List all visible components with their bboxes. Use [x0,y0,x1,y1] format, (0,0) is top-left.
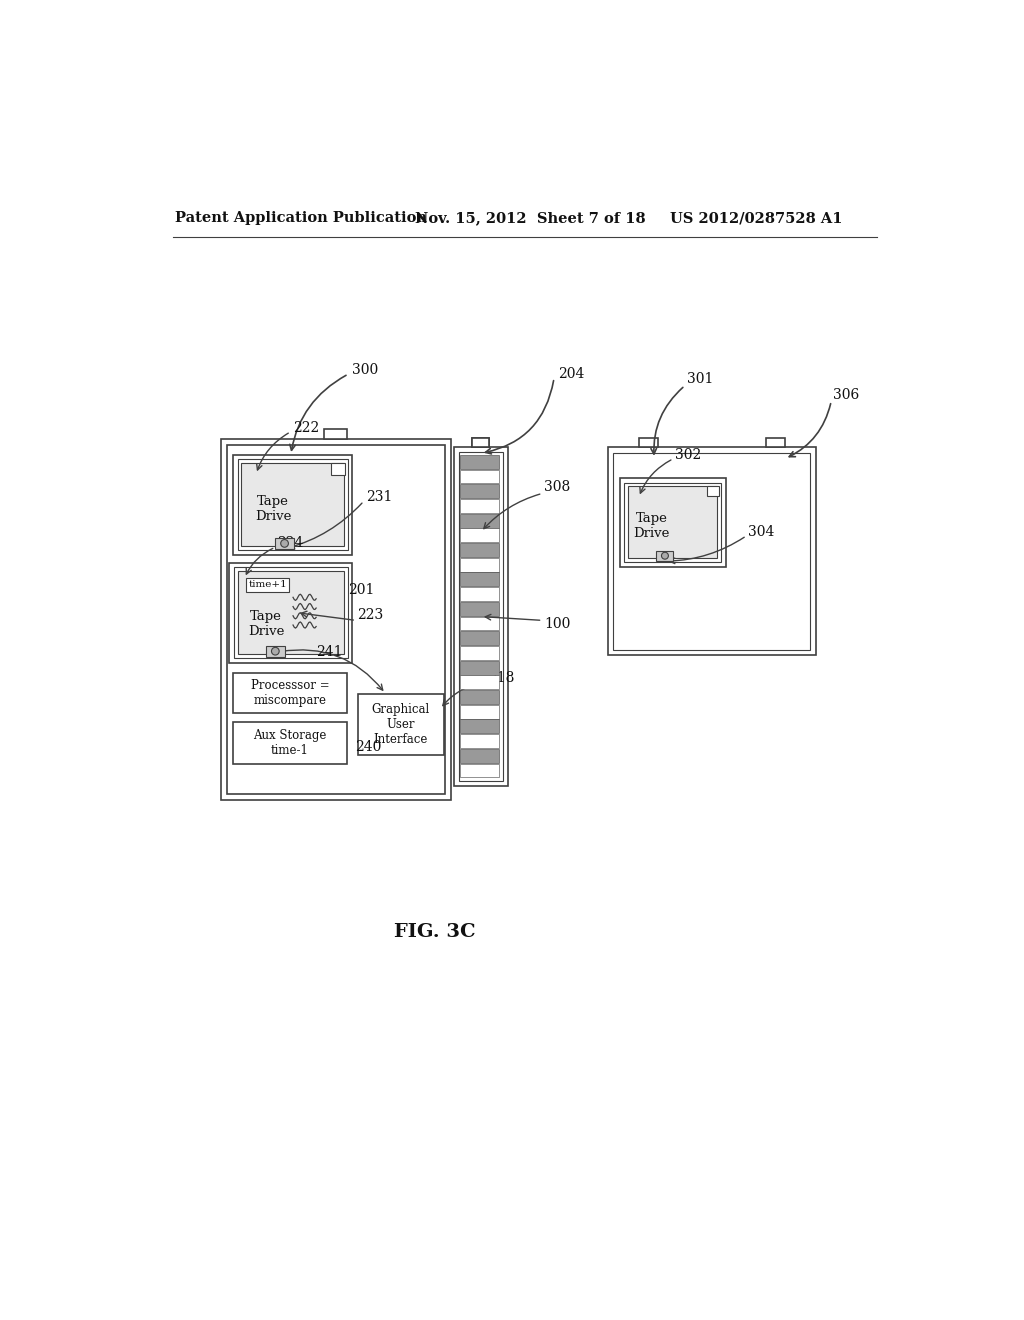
Bar [238,572,344,655]
Bar [460,645,499,660]
Bar [460,705,499,718]
Bar [226,445,445,795]
Bar [233,455,352,554]
Text: Tape
Drive: Tape Drive [248,610,285,639]
Bar [472,438,488,447]
Text: 224: 224 [276,536,303,550]
Bar [460,763,499,777]
Bar [460,528,499,543]
Text: 306: 306 [833,388,859,401]
Text: Patent Application Publication: Patent Application Publication [175,211,427,226]
Bar [460,587,499,601]
Bar [331,462,345,475]
Bar [460,676,499,689]
Bar [472,438,488,447]
Text: 204: 204 [558,367,585,381]
Text: 230: 230 [262,731,289,746]
Bar [628,486,717,558]
Bar [357,693,444,755]
Text: 201: 201 [348,582,375,597]
Text: Nov. 15, 2012  Sheet 7 of 18: Nov. 15, 2012 Sheet 7 of 18 [416,211,646,226]
Bar [229,562,352,663]
Text: 218: 218 [487,671,514,685]
Bar [639,438,658,447]
Bar [707,486,719,496]
Text: 304: 304 [749,525,774,539]
Bar [460,602,499,615]
Bar [460,660,499,675]
Text: Aux Storage
time-1: Aux Storage time-1 [253,729,327,756]
Text: 300: 300 [352,363,379,378]
Bar [460,631,499,645]
Bar [324,429,347,440]
Text: 240: 240 [354,739,381,754]
Text: 301: 301 [687,372,714,387]
Text: 222: 222 [293,421,319,434]
Bar [459,451,503,781]
Bar [656,552,674,561]
Text: US 2012/0287528 A1: US 2012/0287528 A1 [670,211,842,226]
Text: 100: 100 [544,618,570,631]
Text: 241: 241 [316,645,343,659]
Text: Graphical
User
Interface: Graphical User Interface [372,702,430,746]
Bar [460,513,499,528]
Bar [233,568,348,659]
Text: 302: 302 [675,447,701,462]
Bar [275,539,294,549]
Circle shape [281,540,289,548]
Text: time+1: time+1 [248,581,287,590]
Bar [266,645,285,656]
Bar [460,543,499,557]
Bar [460,573,499,586]
Bar [242,463,344,546]
Bar [246,578,289,591]
Text: 308: 308 [544,480,570,494]
Bar [460,470,499,483]
Bar [460,734,499,748]
Bar [608,447,816,655]
Bar [460,499,499,513]
Bar [460,455,499,469]
Text: Tape
Drive: Tape Drive [255,495,291,523]
Bar [460,484,499,498]
Bar [620,478,726,566]
Bar [454,447,508,785]
Text: 223: 223 [357,609,383,622]
Text: Processsor =
miscompare: Processsor = miscompare [251,678,330,706]
Bar [460,690,499,704]
Bar [460,719,499,734]
Text: Tape
Drive: Tape Drive [634,512,670,540]
Text: 231: 231 [367,490,392,504]
Circle shape [662,552,669,560]
Bar [233,673,347,713]
Bar [460,748,499,763]
Bar [625,483,721,562]
Bar [460,616,499,631]
Bar [238,459,348,550]
Circle shape [271,647,280,655]
Text: FIG. 3C: FIG. 3C [394,923,475,941]
Bar [766,438,785,447]
Bar [233,722,347,764]
Bar [460,558,499,572]
Bar [221,440,451,800]
Bar [613,453,810,649]
